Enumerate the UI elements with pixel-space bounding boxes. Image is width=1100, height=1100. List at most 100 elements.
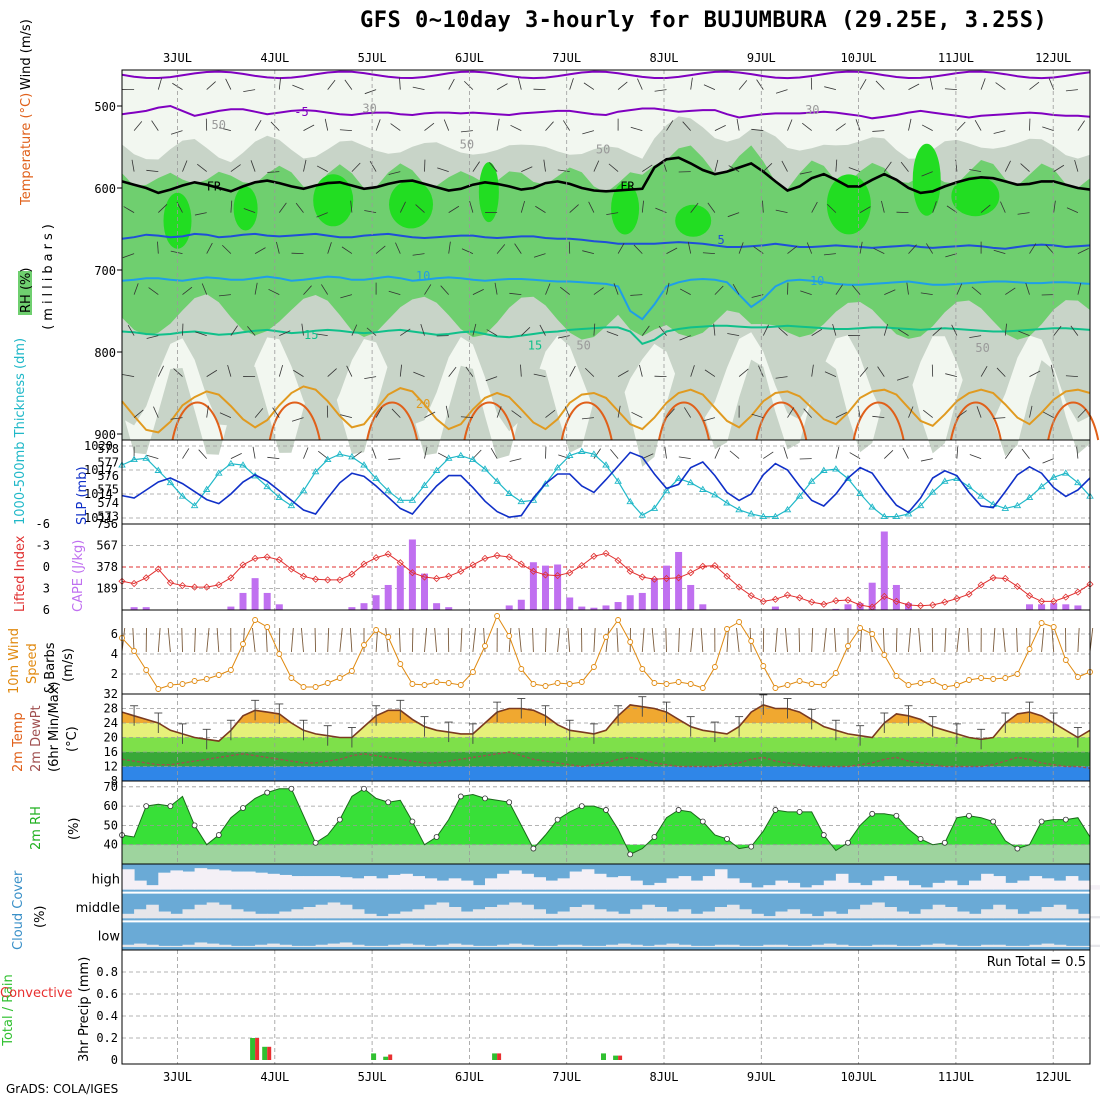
thickness-point — [662, 486, 671, 494]
temp-tick-label: 20 — [104, 731, 118, 745]
lifted-index-point — [505, 553, 513, 561]
cape-bar — [554, 564, 562, 610]
wind-barb — [182, 286, 193, 295]
cape-bar — [905, 603, 912, 610]
precip-convective-bar — [388, 1054, 393, 1060]
wind-barb — [593, 160, 600, 172]
wind-barb — [1077, 282, 1082, 295]
wind-barb — [388, 458, 401, 460]
wind-barb — [714, 285, 724, 295]
lifted-index-point — [929, 601, 937, 609]
wind-speed-point — [651, 680, 658, 686]
thickness-point — [154, 466, 163, 473]
precip-total-bar — [250, 1038, 256, 1060]
thickness-point — [626, 497, 634, 505]
thickness-point — [1037, 482, 1046, 490]
cloud-row-low — [122, 942, 1100, 947]
wind-barb — [518, 627, 522, 653]
cloud-cell — [981, 873, 994, 890]
wind-barb — [835, 123, 846, 131]
cape-bar — [868, 582, 876, 610]
cloud-cell — [303, 876, 317, 890]
wind-barb — [364, 210, 377, 213]
cape-bar — [566, 597, 574, 610]
wind-barb — [413, 371, 425, 377]
cloud-cell — [364, 876, 377, 890]
wind-barb — [219, 127, 231, 131]
wind-barb — [1025, 283, 1030, 295]
wind-speed-point — [772, 685, 779, 691]
rh-point — [966, 812, 972, 819]
wind-speed-point — [1038, 620, 1045, 626]
wind-speed-point — [494, 613, 501, 619]
wind-speed-point — [699, 685, 706, 691]
cape-bar — [517, 599, 525, 610]
thickness-point — [868, 503, 876, 510]
wind-barb — [617, 405, 621, 418]
cloud-cell — [884, 876, 897, 890]
cloud-cell — [811, 885, 825, 890]
cloud-cell — [678, 909, 692, 919]
precip-frame — [121, 949, 1091, 1065]
wind-barb — [918, 627, 922, 653]
lifted-index-point — [1001, 574, 1009, 583]
rh-point — [336, 816, 343, 823]
wind-barb — [181, 627, 183, 653]
wind-speed-point — [240, 641, 246, 647]
date-label-bottom: 12JUL — [1035, 1070, 1071, 1084]
wind-barb — [859, 206, 871, 213]
wind-barb — [658, 325, 667, 336]
cape-bar — [372, 595, 380, 610]
wind-barb — [243, 89, 256, 93]
wind-barb — [127, 324, 135, 336]
cloud-cell — [884, 944, 897, 947]
wind-speed-point — [917, 680, 924, 686]
wind-barb — [293, 369, 304, 377]
wind-barb — [464, 80, 474, 90]
cloud-cell — [291, 909, 304, 919]
lifted-index-point — [820, 600, 828, 608]
isotherm-line-25 — [366, 401, 419, 441]
dewpoint-line — [121, 751, 1091, 769]
precip-convective-bar — [497, 1053, 502, 1060]
cloud-cell — [134, 909, 147, 919]
axis-title-rh-units: (%) — [67, 818, 82, 841]
wind-barb — [736, 118, 740, 131]
wind-barb — [637, 78, 643, 90]
lifted-index-point — [191, 583, 199, 591]
wind-barb — [1053, 325, 1062, 336]
wind-barb — [630, 126, 643, 131]
rh-axis-titles: 2m RH (%) — [29, 806, 82, 850]
wind-barb — [811, 364, 814, 377]
wind-barb — [366, 327, 377, 336]
wind-barb — [268, 288, 280, 295]
cloud-cell — [1077, 913, 1091, 919]
lifted-tick-label: -3 — [36, 539, 50, 553]
cape-bar — [578, 606, 586, 610]
cape-bar — [348, 607, 356, 610]
wind-barb — [687, 241, 692, 254]
temp-tick-label: 12 — [104, 760, 118, 774]
wind-barb — [763, 451, 774, 459]
rh-point — [1062, 816, 1069, 823]
wind-barb — [944, 88, 957, 90]
wind-barb — [254, 120, 262, 131]
wind-barb — [835, 446, 840, 459]
wind-barb — [146, 335, 159, 339]
wind-barb — [714, 447, 721, 459]
cloud-cell — [1090, 916, 1100, 919]
wind-barb — [327, 627, 330, 653]
thickness-day-grid — [177, 440, 1054, 524]
cape-bar — [239, 592, 247, 610]
thickness-point — [553, 463, 562, 471]
wind-barb — [707, 202, 716, 213]
wind-barb — [951, 324, 958, 336]
wind-speed-point — [445, 680, 452, 686]
lifted-index-point — [832, 597, 840, 605]
wind-barb — [883, 323, 889, 336]
wind-barb — [714, 159, 719, 172]
cloud-cell — [436, 880, 450, 890]
cloud-cell — [1029, 911, 1043, 919]
wind-barb — [520, 364, 522, 377]
cloud-cell — [763, 885, 776, 890]
